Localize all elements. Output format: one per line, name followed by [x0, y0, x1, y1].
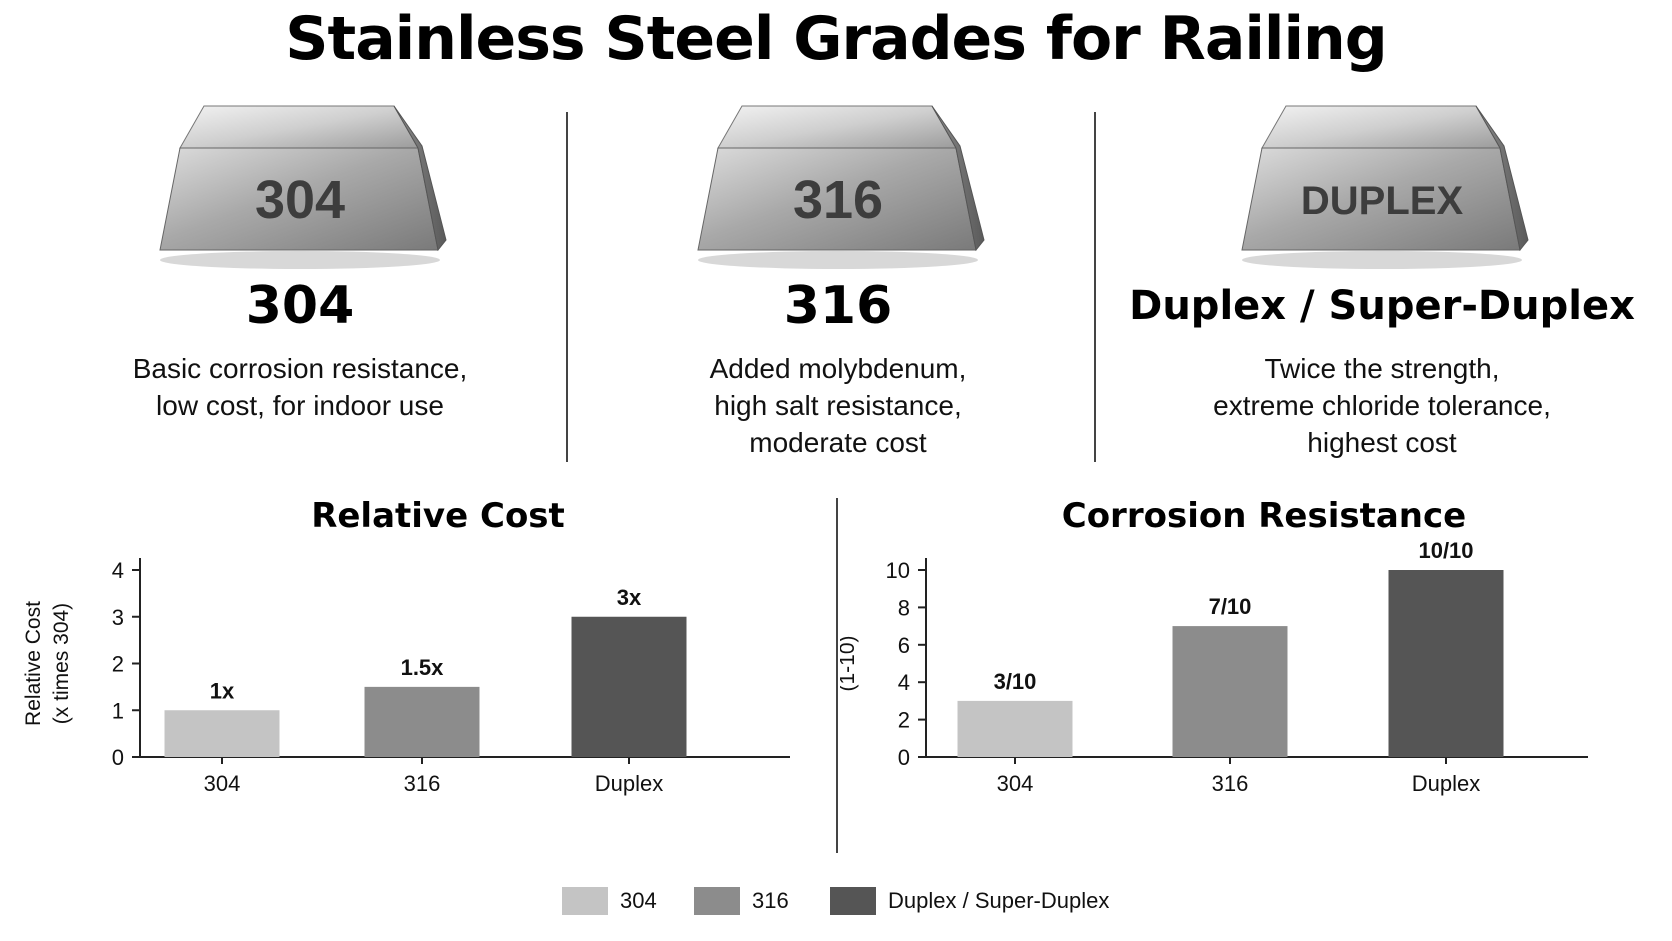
divider-top-left [566, 112, 568, 462]
grade-description: Basic corrosion resistance, low cost, fo… [40, 350, 560, 424]
y-tick-label: 6 [898, 633, 910, 658]
y-tick-label: 0 [112, 745, 124, 770]
chart-title-corrosion-resistance: Corrosion Resistance [1061, 496, 1467, 536]
chart-title-relative-cost: Relative Cost [311, 496, 565, 536]
ingot-label: DUPLEX [1301, 179, 1464, 223]
ingot-side-face [1475, 105, 1529, 252]
legend-label: Duplex / Super-Duplex [888, 888, 1110, 913]
grade-description-line: high salt resistance, [714, 390, 962, 421]
data-label: 1x [210, 678, 235, 703]
legend-label: 304 [620, 888, 657, 913]
legend-item-304: 304 [562, 886, 657, 916]
ingot-side-face [931, 105, 985, 252]
ingot-top-face [1261, 105, 1501, 149]
y-tick-label: 2 [898, 708, 910, 733]
legend-swatch [694, 887, 740, 915]
ingot-shadow [698, 251, 978, 269]
legend-swatch [562, 887, 608, 915]
ingot-top-face [717, 105, 957, 149]
x-tick-label: Duplex [595, 771, 663, 796]
grade-card-duplex: DUPLEX Duplex / Super-Duplex Twice the s… [1122, 100, 1642, 461]
x-tick-label: 304 [997, 771, 1034, 796]
y-tick-label: 0 [898, 745, 910, 770]
relative-cost-chart: 0 1 2 3 4 Relative Cost (x times 304) 1x 304 1.5x… [22, 558, 790, 796]
legend: 304 316 Duplex / Super-Duplex [0, 886, 1672, 916]
y-tick-label: 2 [112, 652, 124, 677]
grade-description-line: Basic corrosion resistance, [132, 353, 468, 384]
ingot-label: 316 [793, 170, 883, 230]
grade-description: Added molybdenum, high salt resistance, … [578, 350, 1098, 461]
steel-ingot-duplex-icon: DUPLEX [1241, 105, 1529, 269]
data-label: 7/10 [1209, 594, 1252, 619]
legend-swatch [830, 887, 876, 915]
y-axis-label: (1-10) [840, 635, 859, 691]
bar-304 [957, 700, 1073, 757]
page-title: Stainless Steel Grades for Railing [285, 4, 1387, 74]
grade-name: 316 [783, 276, 893, 336]
y-axis-label: (x times 304) [50, 603, 73, 724]
y-tick-label: 10 [886, 558, 910, 583]
ingot-side-face [393, 105, 447, 252]
grade-description: Twice the strength, extreme chloride tol… [1122, 350, 1642, 461]
divider-top-right [1094, 112, 1096, 462]
grade-description-line: Added molybdenum, [709, 353, 967, 384]
bar-304 [164, 710, 280, 757]
grade-card-304: 304 304 Basic corrosion resistance, low … [40, 100, 560, 424]
y-tick-label: 1 [112, 698, 124, 723]
y-tick-label: 8 [898, 595, 910, 620]
grade-description-line: low cost, for indoor use [156, 390, 444, 421]
grade-name: 304 [245, 276, 355, 336]
ingot-shadow [160, 251, 440, 269]
legend-item-duplex: Duplex / Super-Duplex [830, 886, 1109, 916]
grade-description-line: Twice the strength, [1264, 353, 1500, 384]
divider-charts [836, 498, 838, 853]
x-tick-label: 316 [1212, 771, 1249, 796]
bar-316 [364, 686, 480, 757]
y-tick-label: 3 [112, 605, 124, 630]
steel-ingot-304-icon: 304 [159, 105, 447, 269]
y-tick-label: 4 [112, 558, 124, 583]
bar-316 [1172, 626, 1288, 757]
grade-name: Duplex / Super-Duplex [1129, 283, 1635, 329]
y-axis-label: Relative Cost [22, 601, 45, 726]
data-label: 10/10 [1418, 540, 1473, 563]
x-tick-label: Duplex [1412, 771, 1480, 796]
y-tick-label: 4 [898, 670, 910, 695]
steel-ingot-316-icon: 316 [697, 105, 985, 269]
ingot-top-face [179, 105, 419, 149]
bar-duplex [571, 616, 687, 757]
corrosion-resistance-chart: 0246810Corrosion Resistance(1-10)3/10304… [840, 540, 1588, 796]
bar-duplex [1388, 570, 1504, 757]
data-label: 3x [617, 585, 642, 610]
grade-description-line: moderate cost [749, 427, 927, 458]
legend-item-316: 316 [694, 886, 789, 916]
ingot-label: 304 [255, 170, 345, 230]
data-label: 3/10 [994, 669, 1037, 694]
grade-description-line: highest cost [1307, 427, 1457, 458]
x-tick-label: 316 [404, 771, 441, 796]
x-tick-label: 304 [204, 771, 241, 796]
grade-card-316: 316 316 Added molybdenum, high salt resi… [578, 100, 1098, 461]
legend-label: 316 [752, 888, 789, 913]
grade-description-line: extreme chloride tolerance, [1213, 390, 1551, 421]
data-label: 1.5x [401, 655, 445, 680]
ingot-shadow [1242, 251, 1522, 269]
